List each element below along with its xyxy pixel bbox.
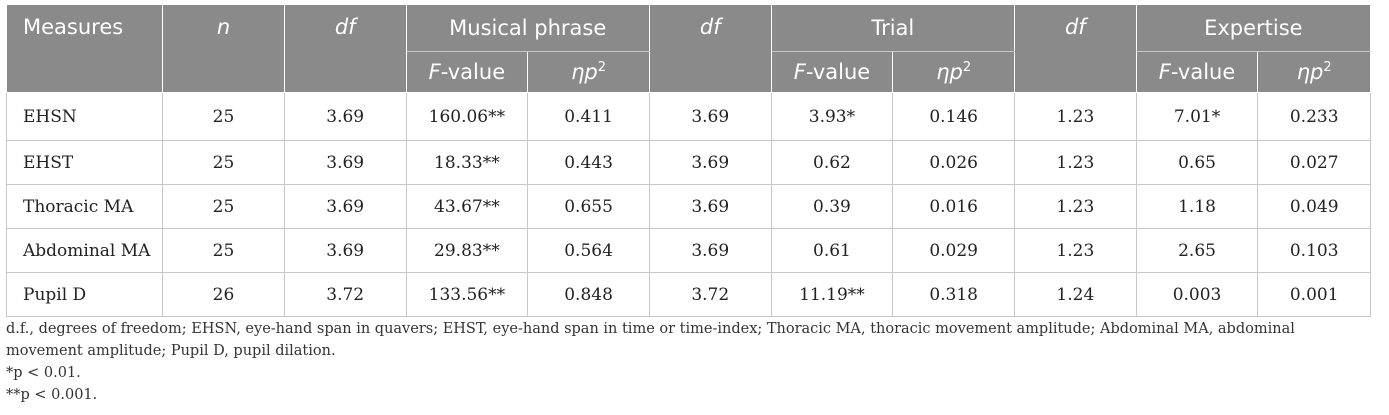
cell-eta-trial: 0.026 [892,140,1015,185]
cell-f-trial: 0.39 [770,184,894,229]
cell-df-trial: 3.69 [648,140,772,185]
header-group-trial: Trial [770,4,1016,52]
table-row: EHST 25 3.69 18.33** 0.443 3.69 0.62 0.0… [5,140,1371,185]
cell-df-trial: 3.69 [648,228,772,273]
cell-df-musical: 3.69 [283,228,407,273]
cell-eta-expertise: 0.103 [1257,228,1371,273]
header-df-1: df [283,4,407,93]
cell-eta-musical: 0.411 [527,92,650,141]
cell-n: 25 [162,92,285,141]
cell-f-musical: 133.56** [405,272,529,317]
table-row: Abdominal MA 25 3.69 29.83** 0.564 3.69 … [5,228,1371,273]
header-df-3: df [1014,4,1137,93]
cell-df-expertise: 1.23 [1014,184,1137,229]
cell-df-trial: 3.69 [648,184,772,229]
cell-f-trial: 0.61 [770,228,894,273]
cell-measure: Thoracic MA [5,184,164,229]
cell-f-expertise: 0.003 [1135,272,1259,317]
header-n: n [162,4,285,93]
cell-df-expertise: 1.23 [1014,228,1137,273]
cell-eta-expertise: 0.049 [1257,184,1371,229]
table-row: Pupil D 26 3.72 133.56** 0.848 3.72 11.1… [5,272,1371,317]
footnote-significance-1: *p < 0.01. [6,365,81,381]
cell-eta-musical: 0.564 [527,228,650,273]
cell-df-trial: 3.72 [648,272,772,317]
footnote-abbreviations: d.f., degrees of freedom; EHSN, eye-hand… [6,321,1295,359]
cell-df-musical: 3.69 [283,92,407,141]
cell-f-musical: 29.83** [405,228,529,273]
cell-measure: EHSN [5,92,164,141]
cell-eta-musical: 0.443 [527,140,650,185]
cell-f-trial: 3.93* [770,92,894,141]
cell-df-musical: 3.69 [283,140,407,185]
cell-f-trial: 0.62 [770,140,894,185]
cell-eta-trial: 0.146 [892,92,1015,141]
cell-eta-trial: 0.318 [892,272,1015,317]
footnote-significance-2: **p < 0.001. [6,387,98,403]
cell-measure: EHST [5,140,164,185]
cell-f-musical: 160.06** [405,92,529,141]
cell-df-expertise: 1.23 [1014,140,1137,185]
cell-df-musical: 3.72 [283,272,407,317]
header-group-musical-phrase: Musical phrase [405,4,650,52]
cell-df-expertise: 1.23 [1014,92,1137,141]
header-eta-3: ηp2 [1257,51,1371,93]
cell-n: 25 [162,140,285,185]
cell-f-musical: 43.67** [405,184,529,229]
cell-measure: Abdominal MA [5,228,164,273]
results-table-container: Measures n df Musical phrase df Trial df… [5,4,1372,317]
header-measures: Measures [5,4,164,93]
cell-eta-trial: 0.016 [892,184,1015,229]
cell-f-expertise: 0.65 [1135,140,1259,185]
table-footnotes: d.f., degrees of freedom; EHSN, eye-hand… [6,318,1376,406]
cell-f-expertise: 7.01* [1135,92,1259,141]
cell-df-trial: 3.69 [648,92,772,141]
cell-eta-expertise: 0.233 [1257,92,1371,141]
cell-n: 25 [162,184,285,229]
cell-eta-trial: 0.029 [892,228,1015,273]
cell-n: 26 [162,272,285,317]
table-row: EHSN 25 3.69 160.06** 0.411 3.69 3.93* 0… [5,92,1371,141]
header-row-1: Measures n df Musical phrase df Trial df… [5,4,1372,93]
cell-df-expertise: 1.24 [1014,272,1137,317]
anova-results-table: Measures n df Musical phrase df Trial df… [5,4,1372,317]
cell-f-trial: 11.19** [770,272,894,317]
cell-df-musical: 3.69 [283,184,407,229]
cell-eta-musical: 0.848 [527,272,650,317]
cell-measure: Pupil D [5,272,164,317]
cell-f-musical: 18.33** [405,140,529,185]
header-fvalue-2: F-value [770,51,894,93]
header-df-2: df [648,4,772,93]
header-row-2: F-value ηp2 F-value ηp2 F-value ηp2 [7,51,1371,93]
header-eta-2: ηp2 [892,51,1015,93]
cell-n: 25 [162,228,285,273]
table-row: Thoracic MA 25 3.69 43.67** 0.655 3.69 0… [5,184,1371,229]
header-eta-1: ηp2 [527,51,650,93]
header-fvalue-3: F-value [1135,51,1259,93]
cell-f-expertise: 2.65 [1135,228,1259,273]
cell-eta-expertise: 0.001 [1257,272,1371,317]
cell-eta-musical: 0.655 [527,184,650,229]
cell-eta-expertise: 0.027 [1257,140,1371,185]
cell-f-expertise: 1.18 [1135,184,1259,229]
header-fvalue-1: F-value [405,51,529,93]
header-group-expertise: Expertise [1135,4,1372,52]
